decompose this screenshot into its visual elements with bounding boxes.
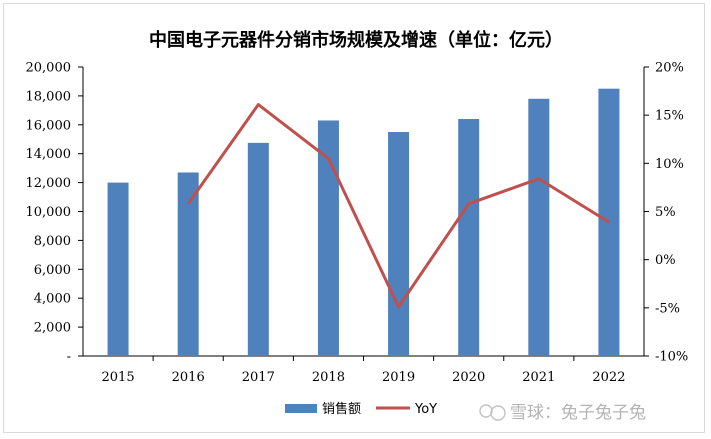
y-right-tick-label: 10% xyxy=(655,157,684,172)
bar-sales xyxy=(317,120,339,356)
y-left-tick-label: 6,000 xyxy=(34,263,71,278)
bar-sales xyxy=(107,182,129,356)
y-left-tick-label: 4,000 xyxy=(34,292,71,307)
chart-frame: 中国电子元器件分销市场规模及增速（单位：亿元） - 2,000 4,000 6,000… xyxy=(3,3,705,433)
legend-label-yoy: YoY xyxy=(414,402,437,417)
y-left-tick-label: 18,000 xyxy=(26,89,72,104)
y-right-tick-label: -5% xyxy=(655,301,680,316)
x-tick-label: 2021 xyxy=(522,370,555,385)
watermark-text: 雪球：兔子兔子兔 xyxy=(510,403,646,423)
x-tick-label: 2017 xyxy=(242,370,275,385)
x-tick-label: 2020 xyxy=(452,370,485,385)
y-left-tick-label: 10,000 xyxy=(26,205,72,220)
chart-title: 中国电子元器件分销市场规模及增速（单位：亿元） xyxy=(149,29,563,51)
x-tick-label: 2022 xyxy=(592,370,625,385)
y-right-tick-label: 15% xyxy=(655,109,684,124)
x-tick-label: 2018 xyxy=(312,370,345,385)
x-tick-label: 2016 xyxy=(172,370,205,385)
bar-sales xyxy=(528,98,550,356)
y-left-tick-label: 2,000 xyxy=(34,321,71,336)
bar-sales xyxy=(458,119,480,357)
y-left-tick-label: - xyxy=(67,350,71,365)
bar-sales xyxy=(388,132,410,356)
legend-swatch-sales xyxy=(285,404,317,413)
line-layer xyxy=(186,103,610,309)
y-left-tick-label: 16,000 xyxy=(26,118,72,133)
bar-sales xyxy=(177,172,199,356)
line-yoy xyxy=(186,103,610,309)
x-tick-label: 2019 xyxy=(382,370,415,385)
y-right-tick-label: 5% xyxy=(655,205,676,220)
y-left-tick-label: 20,000 xyxy=(26,61,72,76)
legend: 销售额 YoY xyxy=(285,401,437,417)
axes-layer: - 2,000 4,000 6,000 8,000 10,000 12,000 14,000 1… xyxy=(26,61,689,386)
bar-sales xyxy=(247,142,269,356)
y-right-tick-label: 0% xyxy=(655,253,676,268)
y-left-tick-label: 12,000 xyxy=(26,176,72,191)
y-right-tick-label: 20% xyxy=(655,61,684,76)
y-right-tick-label: -10% xyxy=(655,350,688,365)
watermark: 雪球：兔子兔子兔 xyxy=(479,403,646,423)
chart-canvas: 中国电子元器件分销市场规模及增速（单位：亿元） - 2,000 4,000 6,000… xyxy=(26,29,689,423)
snowball-logo-icon xyxy=(479,404,506,421)
legend-label-sales: 销售额 xyxy=(322,401,361,417)
x-tick-label: 2015 xyxy=(102,370,135,385)
y-left-tick-label: 14,000 xyxy=(26,147,72,162)
y-left-tick-label: 8,000 xyxy=(34,234,71,249)
bar-sales xyxy=(598,88,620,357)
bars-layer xyxy=(107,88,620,357)
